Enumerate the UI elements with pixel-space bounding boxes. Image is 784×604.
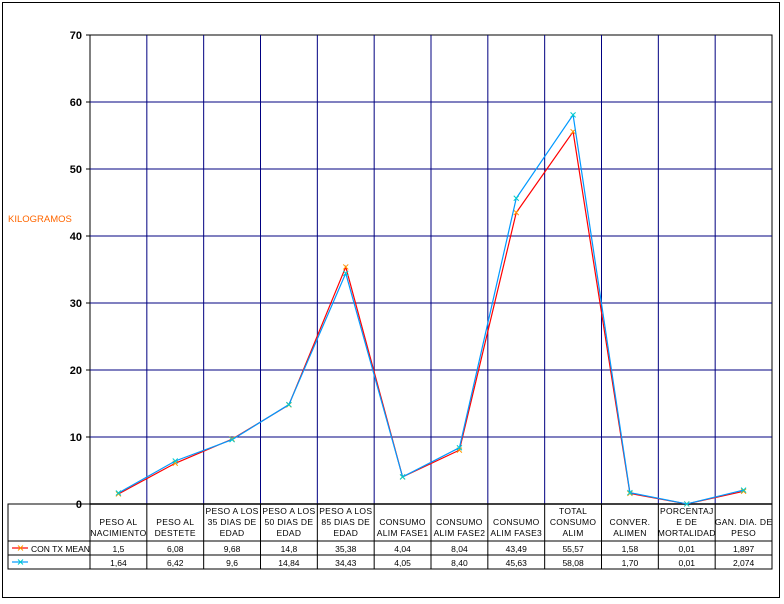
data-table-cell: 6,42 (167, 558, 184, 568)
y-tick-label: 50 (70, 164, 82, 176)
data-table-cell: 43,49 (506, 544, 528, 554)
x-tick-label: TOTAL (559, 506, 587, 516)
data-table-cell: 8,40 (451, 558, 468, 568)
data-point (342, 264, 349, 270)
x-tick-label: E DE (676, 517, 697, 527)
data-point (342, 270, 349, 277)
data-table-cell: 1,897 (733, 544, 755, 554)
x-tick-label: PESO A LOS (206, 506, 259, 516)
x-tick-label: CONSUMO (436, 517, 483, 527)
data-table-cell: 1,5 (113, 544, 125, 554)
data-point (229, 436, 235, 443)
data-table-cell: 55,57 (562, 544, 584, 554)
data-point (115, 490, 122, 496)
y-tick-label: 20 (70, 365, 82, 377)
data-point (456, 444, 463, 451)
x-tick-label: 85 DIAS DE (321, 517, 370, 527)
data-point (172, 458, 179, 464)
data-table-cell: 35,38 (335, 544, 357, 554)
data-table-cell: 9,68 (224, 544, 241, 554)
y-tick-label: 0 (76, 499, 82, 511)
data-table-cell: 2,074 (733, 558, 755, 568)
data-table-cell: 6,08 (167, 544, 184, 554)
y-axis-label: KILOGRAMOS (8, 214, 72, 225)
data-point (513, 209, 520, 216)
x-tick-label: PESO A LOS (319, 506, 372, 516)
x-tick-label: EDAD (277, 528, 302, 538)
data-point (570, 128, 576, 135)
data-point (513, 195, 520, 202)
data-table-cell: 1,58 (622, 544, 639, 554)
x-tick-label: MORTALIDAD (658, 528, 716, 538)
x-tick-label: DESTETE (155, 528, 196, 538)
data-table-cell: 0,01 (678, 558, 695, 568)
x-tick-label: ALIM (563, 528, 584, 538)
data-table-cell: 9,6 (226, 558, 238, 568)
x-tick-label: CONVER. (610, 517, 651, 527)
legend-key-marker (17, 545, 24, 551)
data-table-cell: 0,01 (678, 544, 695, 554)
x-tick-label: 50 DIAS DE (265, 517, 314, 527)
x-tick-label: NACIMIENTO (90, 528, 146, 538)
data-table-cell: 14,84 (278, 558, 300, 568)
x-tick-label: PORCENTAJ (660, 506, 714, 516)
data-point (399, 474, 406, 480)
data-table-cell: 1,64 (110, 558, 127, 568)
x-tick-label: ALIM FASE3 (490, 528, 542, 538)
y-tick-label: 70 (70, 30, 82, 42)
x-tick-label: PESO A LOS (262, 506, 315, 516)
data-point (740, 488, 747, 495)
data-point (740, 487, 747, 493)
data-table-cell: 14,8 (281, 544, 298, 554)
x-tick-label: GAN. DIA. DE (715, 517, 772, 527)
x-tick-label: PESO AL (156, 517, 194, 527)
data-point (627, 490, 633, 497)
x-tick-label: EDAD (333, 528, 358, 538)
x-tick-label: CONSUMO (493, 517, 540, 527)
data-point (570, 112, 576, 118)
x-tick-label: PESO AL (99, 517, 137, 527)
x-tick-label: PESO (731, 528, 756, 538)
data-point (286, 401, 292, 408)
data-table-cell: 1,70 (622, 558, 639, 568)
data-table-cell: 45,63 (506, 558, 528, 568)
y-tick-label: 40 (70, 231, 82, 243)
data-table-cell: 4,05 (394, 558, 411, 568)
data-table-cell: 34,43 (335, 558, 357, 568)
legend-series-name: CON TX MEAN (31, 544, 90, 554)
x-tick-label: CONSUMO (379, 517, 426, 527)
data-point (683, 501, 690, 507)
data-table-cell: 8,04 (451, 544, 468, 554)
y-tick-label: 60 (70, 97, 82, 109)
series-line (118, 113, 744, 505)
x-tick-label: EDAD (220, 528, 245, 538)
x-tick-label: CONSUMO (550, 517, 597, 527)
y-tick-label: 30 (70, 298, 82, 310)
x-tick-label: ALIM FASE2 (434, 528, 486, 538)
x-tick-label: ALIMEN (613, 528, 646, 538)
data-table-cell: 58,08 (562, 558, 584, 568)
x-tick-label: 35 DIAS DE (208, 517, 257, 527)
x-tick-label: ALIM FASE1 (377, 528, 429, 538)
data-point (627, 489, 633, 496)
legend-key-marker (17, 559, 24, 565)
y-tick-label: 10 (70, 432, 82, 444)
data-table-cell: 4,04 (394, 544, 411, 554)
